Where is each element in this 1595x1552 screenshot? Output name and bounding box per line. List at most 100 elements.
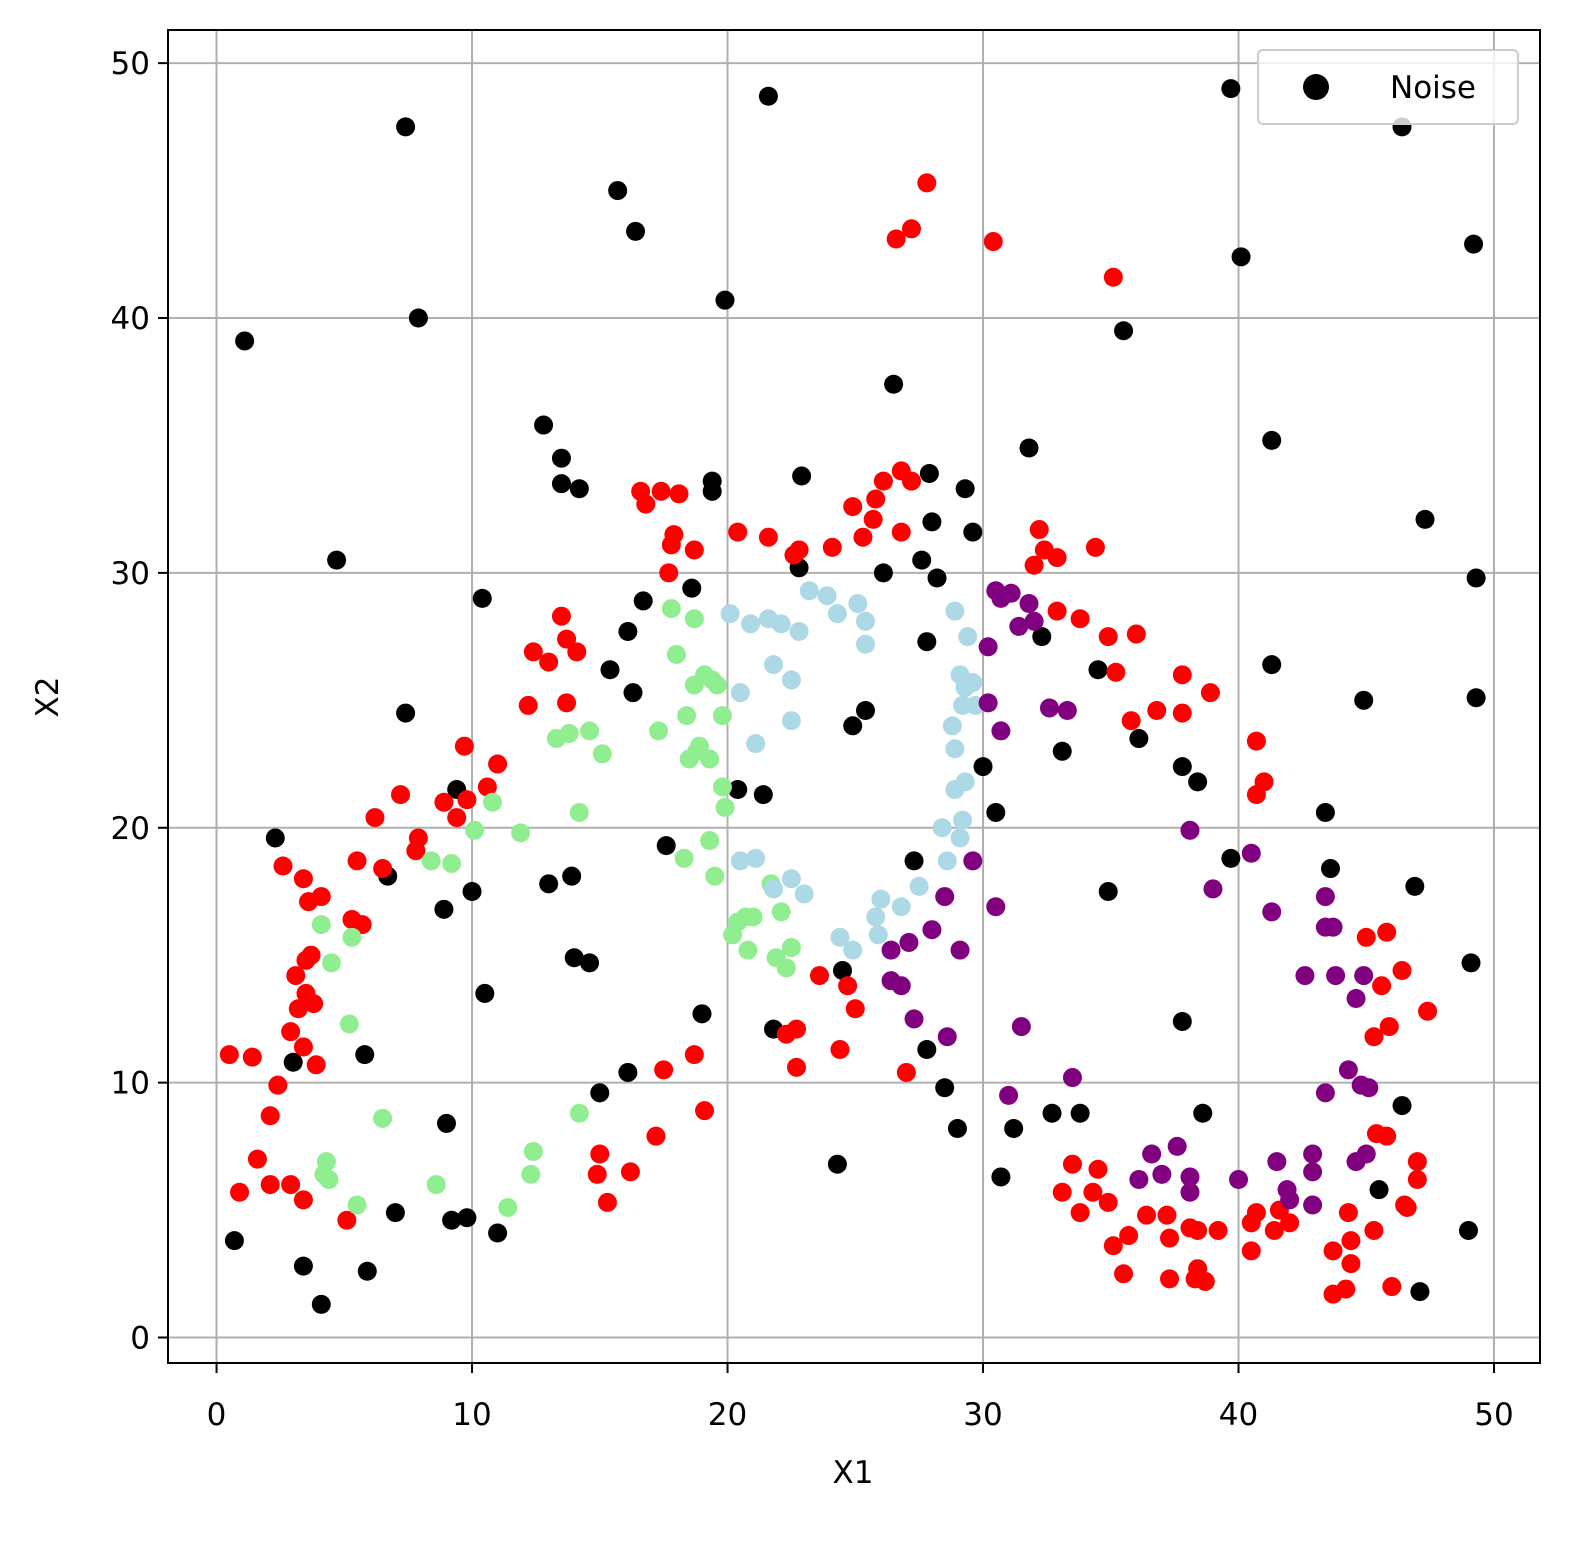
point (707, 675, 727, 695)
point (743, 907, 763, 927)
point (1121, 711, 1141, 731)
point (917, 1040, 937, 1060)
point (973, 757, 993, 777)
point (868, 925, 888, 945)
point (1418, 1001, 1438, 1021)
point (684, 609, 704, 629)
point (881, 940, 901, 960)
point (1085, 537, 1105, 557)
point (955, 479, 975, 499)
point (873, 471, 893, 491)
point (746, 848, 766, 868)
point (958, 627, 978, 647)
point (1200, 683, 1220, 703)
point (482, 792, 502, 812)
point (919, 463, 939, 483)
point (564, 948, 584, 968)
point (978, 693, 998, 713)
point (327, 550, 347, 570)
point (1047, 548, 1067, 568)
point (1392, 1096, 1412, 1116)
point (235, 331, 255, 351)
point (904, 1009, 924, 1029)
x-tick-label: 30 (963, 1397, 1002, 1433)
point (587, 1164, 607, 1184)
point (1098, 1192, 1118, 1212)
y-tick-label: 50 (111, 46, 150, 82)
point (1336, 1279, 1356, 1299)
point (442, 853, 462, 873)
point (891, 897, 911, 917)
point (1098, 627, 1118, 647)
point (646, 1126, 666, 1146)
point (1024, 611, 1044, 631)
point (746, 734, 766, 754)
point (654, 1060, 674, 1080)
point (1354, 966, 1374, 986)
point (1397, 1198, 1417, 1218)
point (396, 703, 416, 723)
point (899, 932, 919, 952)
point (1405, 876, 1425, 896)
point (465, 820, 485, 840)
point (390, 785, 410, 805)
point (1047, 601, 1067, 621)
point (521, 1164, 541, 1184)
point (684, 540, 704, 560)
point (322, 953, 342, 973)
point (1262, 655, 1282, 675)
point (866, 489, 886, 509)
point (600, 660, 620, 680)
legend: Noise (1257, 49, 1519, 125)
point (1114, 321, 1134, 341)
point (1246, 731, 1266, 751)
point (447, 808, 467, 828)
point (664, 525, 684, 545)
point (523, 642, 543, 662)
point (935, 1078, 955, 1098)
point (728, 522, 748, 542)
point (1372, 976, 1392, 996)
point (426, 1175, 446, 1195)
point (421, 851, 441, 871)
point (293, 1037, 313, 1057)
point (1254, 772, 1274, 792)
point (886, 229, 906, 249)
x-tick-label: 50 (1474, 1397, 1513, 1433)
point (700, 831, 720, 851)
point (1356, 927, 1376, 947)
point (311, 915, 331, 935)
point (833, 960, 853, 980)
point (901, 471, 921, 491)
point (702, 481, 722, 501)
point (1039, 698, 1059, 718)
point (1142, 1144, 1162, 1164)
point (843, 497, 863, 517)
point (937, 1027, 957, 1047)
point (904, 851, 924, 871)
point (1326, 966, 1346, 986)
point (1208, 1220, 1228, 1240)
point (776, 958, 796, 978)
point (1180, 820, 1200, 840)
point (901, 219, 921, 239)
point (927, 568, 947, 588)
point (539, 652, 559, 672)
point (1359, 1078, 1379, 1098)
point (534, 415, 554, 435)
point (1231, 247, 1251, 267)
point (1057, 701, 1077, 721)
point (618, 622, 638, 642)
point (942, 716, 962, 736)
point (1466, 688, 1486, 708)
point (1088, 660, 1108, 680)
point (1193, 1103, 1213, 1123)
y-tick-label: 0 (130, 1321, 150, 1357)
point (472, 588, 492, 608)
point (720, 604, 740, 624)
point (551, 474, 571, 494)
point (917, 173, 937, 193)
point (827, 1154, 847, 1174)
point (260, 1106, 280, 1126)
point (1280, 1190, 1300, 1210)
